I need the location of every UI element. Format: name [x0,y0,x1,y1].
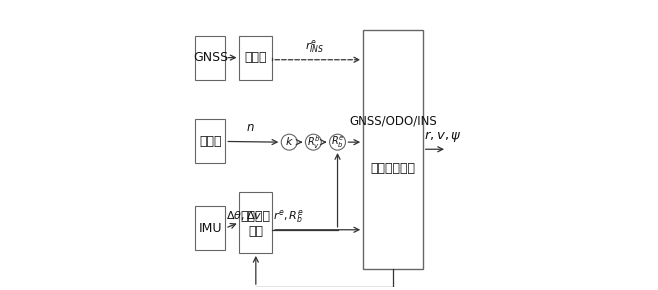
Text: 计算: 计算 [248,225,263,238]
Text: k: k [286,137,292,147]
Text: GNSS: GNSS [193,51,228,64]
Text: n: n [247,121,254,134]
Circle shape [281,134,297,150]
FancyBboxPatch shape [195,119,225,164]
Text: $r, v, \psi$: $r, v, \psi$ [424,129,463,144]
FancyBboxPatch shape [195,206,225,250]
Text: $R^b_v$: $R^b_v$ [307,134,320,151]
Text: $r^e_{INS}$: $r^e_{INS}$ [305,38,324,55]
Text: 惯性导航: 惯性导航 [241,210,271,223]
Text: $\Delta\theta, \Delta v$: $\Delta\theta, \Delta v$ [226,209,263,222]
Text: $\delta r, \delta v, \delta\psi$: $\delta r, \delta v, \delta\psi$ [298,289,351,290]
Text: 滤波器: 滤波器 [245,51,267,64]
FancyBboxPatch shape [240,192,272,253]
FancyBboxPatch shape [363,30,423,269]
FancyBboxPatch shape [240,36,272,80]
Text: IMU: IMU [199,222,222,235]
Text: GNSS/ODO/INS: GNSS/ODO/INS [349,114,437,127]
Text: 卡尔曼滤波器: 卡尔曼滤波器 [370,162,415,175]
Circle shape [330,134,345,150]
Circle shape [305,134,321,150]
Text: $r^e, R^e_b$: $r^e, R^e_b$ [273,208,304,225]
Text: $R^e_b$: $R^e_b$ [331,135,344,150]
Text: 里程计: 里程计 [199,135,222,148]
FancyBboxPatch shape [195,36,225,80]
